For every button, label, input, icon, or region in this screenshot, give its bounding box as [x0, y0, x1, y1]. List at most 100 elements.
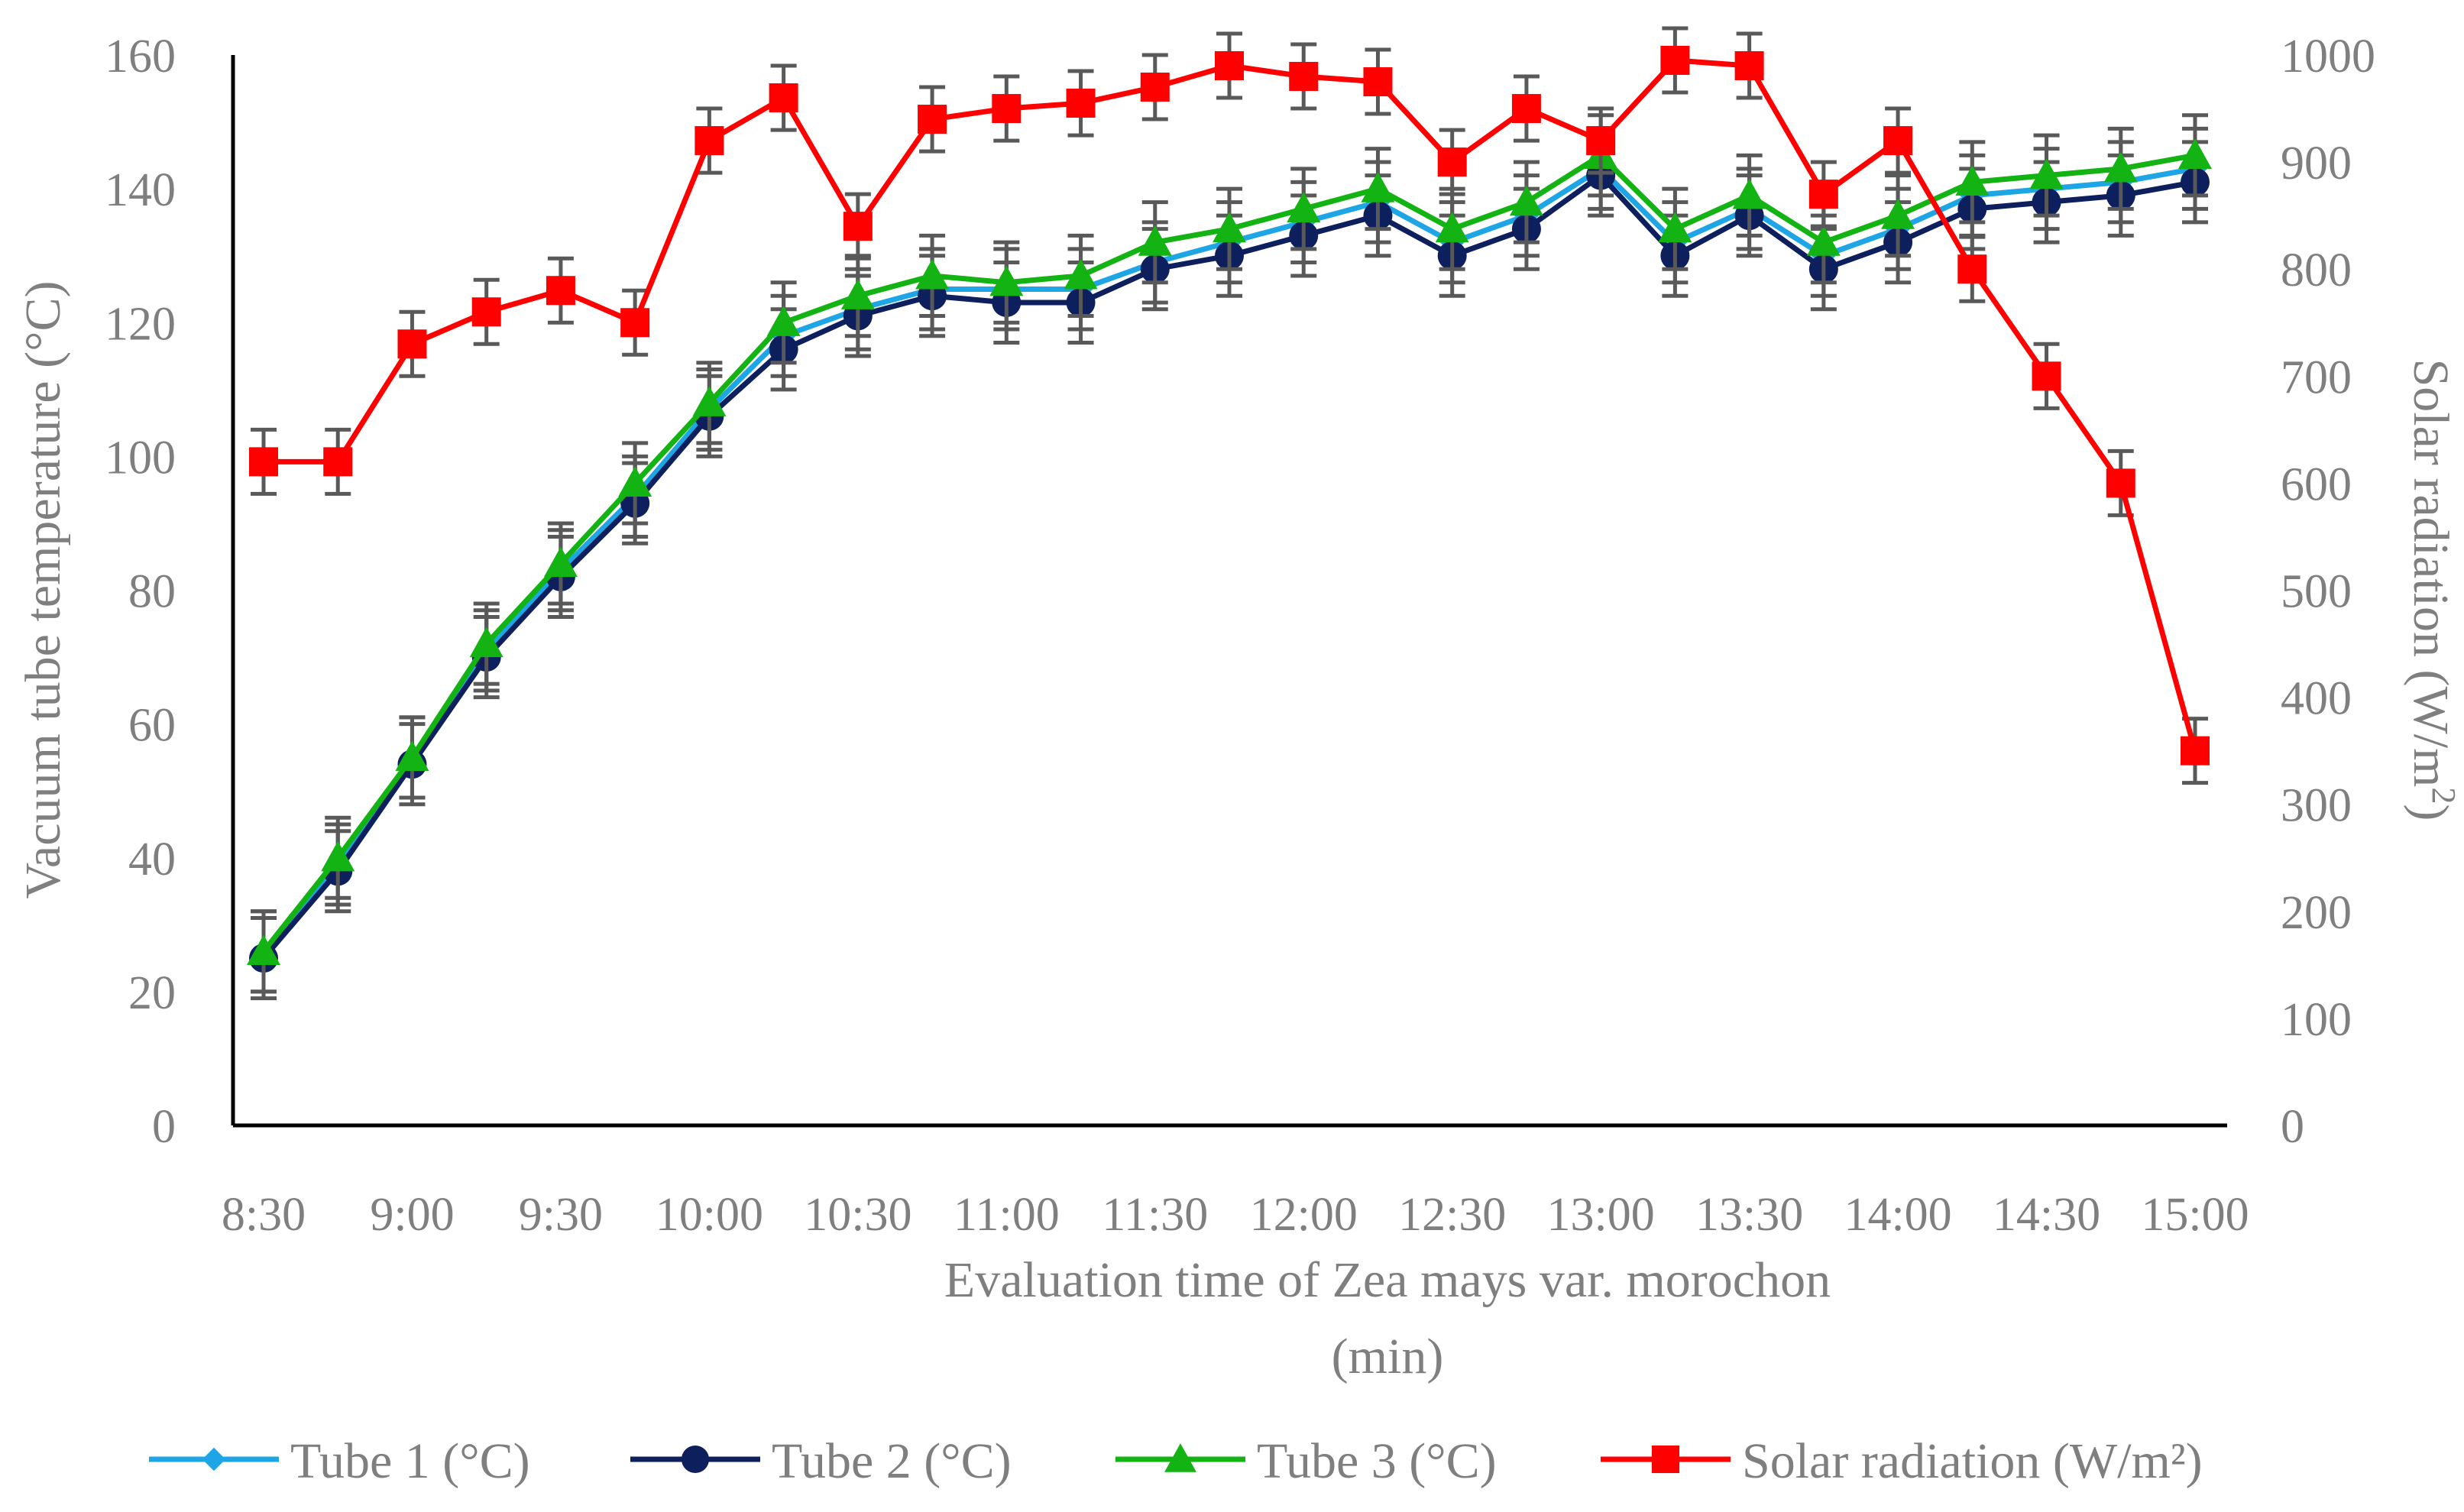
y-left-tick-label: 160	[105, 31, 176, 83]
series-3	[247, 113, 2212, 994]
x-tick-label: 9:30	[519, 1189, 603, 1241]
series	[247, 26, 2212, 1001]
data-point	[989, 265, 1024, 296]
data-point	[2178, 138, 2212, 169]
legend-item: Tube 3 (°C)	[1115, 1433, 1497, 1489]
legend-swatch-marker	[681, 1445, 710, 1474]
x-tick-label: 13:30	[1695, 1189, 1803, 1241]
x-axis-title-line2: (min)	[1332, 1329, 1444, 1384]
error-bars	[251, 26, 2208, 785]
y-left-tick-label: 0	[152, 1101, 176, 1153]
data-point	[1660, 46, 1690, 76]
series-line	[264, 57, 2198, 752]
x-tick-label: 11:30	[1102, 1189, 1208, 1241]
x-tick-label: 12:00	[1250, 1189, 1358, 1241]
data-point	[2103, 151, 2138, 183]
legend-label: Tube 1 (°C)	[290, 1433, 530, 1489]
data-point	[695, 126, 724, 156]
legend-label: Tube 2 (°C)	[772, 1433, 1012, 1489]
left-y-tick-labels: 0 20 40 60 80 100 120 140 160	[105, 31, 176, 1153]
y-right-tick-label: 500	[2281, 566, 2352, 618]
x-tick-labels: 8:30 9:00 9:30 10:00 10:30 11:00 11:30 12:00 12:…	[222, 1189, 2249, 1241]
data-point	[2181, 736, 2210, 766]
data-point	[1361, 172, 1395, 202]
y-axis-right-title-close: )	[2403, 804, 2459, 821]
data-point	[992, 94, 1022, 124]
data-point	[1955, 165, 1990, 196]
data-point	[321, 840, 355, 872]
x-tick-label: 8:30	[222, 1189, 306, 1241]
legend-swatch-marker	[1164, 1443, 1196, 1472]
y-axis-right-title-sup: 2	[2426, 787, 2463, 804]
data-point	[2029, 158, 2064, 189]
data-point	[1658, 212, 1692, 243]
y-right-tick-label: 300	[2281, 780, 2352, 832]
data-point	[2032, 361, 2061, 391]
data-point	[1435, 212, 1469, 243]
legend-item: Tube 1 (°C)	[149, 1433, 530, 1489]
data-point	[249, 447, 278, 477]
data-point	[1066, 89, 1096, 118]
y-right-tick-label: 900	[2281, 138, 2352, 189]
data-point	[397, 329, 427, 359]
data-point	[1509, 185, 1543, 216]
y-right-tick-label: 600	[2281, 458, 2352, 510]
data-point	[1064, 258, 1098, 290]
data-point	[1734, 51, 1764, 81]
data-point	[471, 297, 501, 327]
data-point	[1511, 94, 1541, 124]
data-point	[1215, 51, 1244, 81]
x-tick-label: 13:00	[1547, 1189, 1655, 1241]
data-point	[1289, 62, 1319, 92]
right-y-tick-labels: 0 100 200 300 400 500 600 700 800 900 1000	[2281, 31, 2375, 1153]
data-point	[469, 626, 503, 658]
data-point	[620, 308, 650, 338]
legend-item: Solar radiation (W/m²)	[1601, 1433, 2203, 1489]
y-right-tick-label: 700	[2281, 351, 2352, 403]
data-point	[1732, 178, 1766, 209]
data-point	[918, 105, 947, 134]
data-point	[1806, 225, 1841, 256]
legend-swatch-marker	[202, 1447, 226, 1472]
data-point	[1363, 67, 1393, 97]
x-tick-label: 12:30	[1398, 1189, 1506, 1241]
data-point	[1883, 126, 1913, 156]
error-bars	[251, 113, 2208, 994]
data-point	[1437, 147, 1467, 177]
data-point	[618, 466, 652, 497]
data-point	[543, 546, 578, 578]
y-left-tick-label: 40	[128, 834, 176, 886]
y-right-tick-label: 200	[2281, 887, 2352, 939]
y-axis-left-title: Vacuum tube temperature (°C)	[15, 281, 71, 899]
y-left-tick-label: 100	[105, 432, 176, 484]
x-tick-label: 15:00	[2141, 1189, 2249, 1241]
y-right-tick-label: 800	[2281, 244, 2352, 296]
y-right-tick-label: 400	[2281, 673, 2352, 725]
y-left-tick-label: 140	[105, 164, 176, 216]
y-left-tick-label: 120	[105, 298, 176, 350]
legend-item: Tube 2 (°C)	[630, 1433, 1012, 1489]
data-point	[766, 306, 801, 336]
x-tick-label: 14:00	[1844, 1189, 1951, 1241]
data-point	[323, 447, 353, 477]
data-point	[1138, 225, 1172, 256]
y-left-tick-label: 60	[128, 700, 176, 752]
y-left-tick-label: 80	[128, 566, 176, 618]
legend-label: Solar radiation (W/m²)	[1742, 1433, 2203, 1489]
legend: Tube 1 (°C) Tube 2 (°C) Tube 3 (°C) Solar r…	[149, 1433, 2203, 1489]
data-point	[2106, 468, 2135, 498]
data-point	[1213, 212, 1246, 243]
data-point	[1140, 73, 1170, 102]
x-axis-title-line1: Evaluation time of Zea mays var. morocho…	[944, 1252, 1831, 1308]
legend-swatch-marker	[1651, 1445, 1680, 1474]
x-tick-label: 10:30	[804, 1189, 911, 1241]
data-point	[1586, 126, 1616, 156]
data-point	[395, 740, 429, 772]
data-point	[247, 934, 280, 965]
data-point	[1881, 199, 1915, 229]
data-point	[1808, 180, 1838, 209]
series-4	[249, 26, 2210, 785]
y-axis-right-title-main: Solar radiation (W/m	[2403, 359, 2459, 788]
data-point	[843, 212, 873, 241]
data-point	[1287, 192, 1321, 222]
